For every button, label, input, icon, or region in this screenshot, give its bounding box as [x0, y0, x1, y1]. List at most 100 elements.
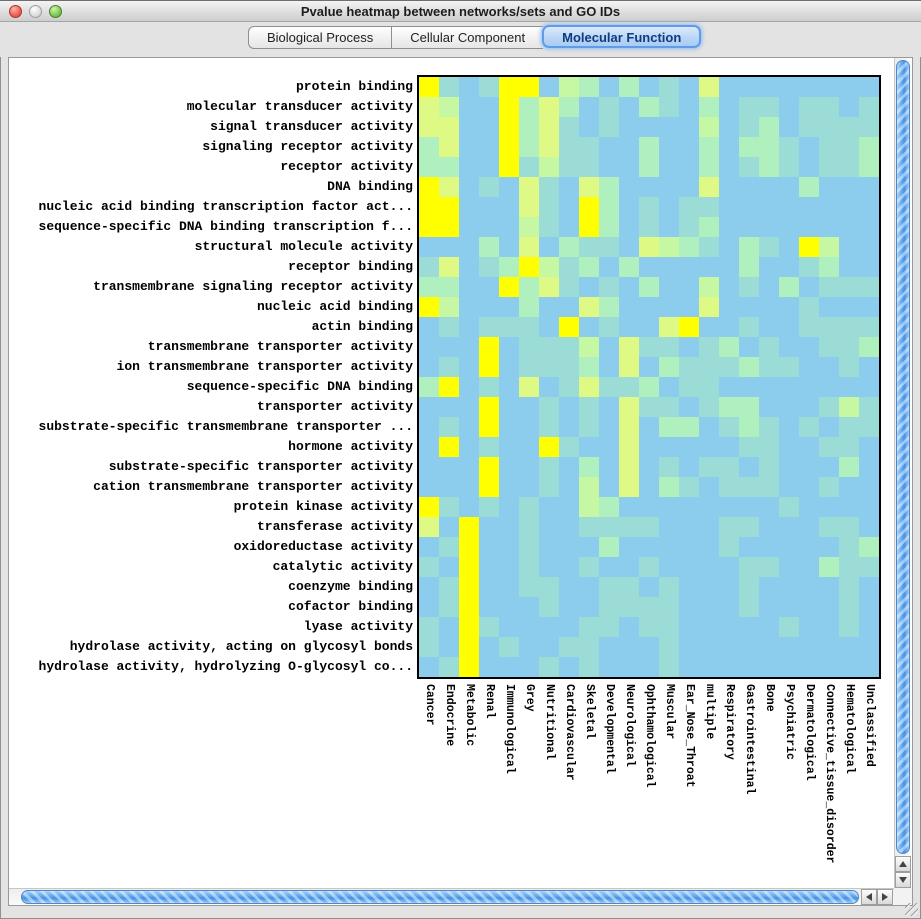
tab-molecular-function[interactable]: Molecular Function [542, 25, 702, 48]
row-label: hydrolase activity, acting on glycosyl b… [69, 639, 413, 654]
heatmap-cell [779, 657, 799, 677]
scroll-down-button[interactable] [895, 872, 911, 888]
heatmap-cell [479, 377, 499, 397]
heatmap-cell [419, 397, 439, 417]
heatmap-cell [679, 577, 699, 597]
vertical-scrollbar[interactable] [894, 58, 911, 905]
heatmap-cell [599, 497, 619, 517]
heatmap-cell [579, 537, 599, 557]
tab-biological-process[interactable]: Biological Process [248, 26, 392, 49]
heatmap-cell [599, 437, 619, 457]
heatmap-cell [659, 417, 679, 437]
heatmap-cell [719, 537, 739, 557]
heatmap-cell [459, 77, 479, 97]
heatmap-cell [519, 397, 539, 417]
zoom-button[interactable] [49, 5, 62, 18]
heatmap-cell [459, 257, 479, 277]
horizontal-scrollbar[interactable] [9, 888, 894, 905]
heatmap-cell [739, 117, 759, 137]
vertical-scrollbar-thumb[interactable] [896, 60, 910, 854]
heatmap-cell [699, 137, 719, 157]
heatmap-cell [659, 177, 679, 197]
heatmap-cell [799, 177, 819, 197]
heatmap-cell [839, 117, 859, 137]
heatmap-cell [839, 477, 859, 497]
heatmap-cell [579, 437, 599, 457]
heatmap-cell [439, 397, 459, 417]
heatmap-cell [699, 617, 719, 637]
heatmap-cell [659, 397, 679, 417]
heatmap-cell [459, 497, 479, 517]
heatmap-cell [619, 217, 639, 237]
heatmap-cell [759, 257, 779, 277]
heatmap-cell [779, 297, 799, 317]
column-label: Skeletal [583, 684, 596, 740]
title-bar[interactable]: Pvalue heatmap between networks/sets and… [0, 0, 921, 22]
heatmap-cell [759, 97, 779, 117]
heatmap-cell [759, 617, 779, 637]
heatmap-cell [599, 397, 619, 417]
heatmap-cell [779, 197, 799, 217]
heatmap-cell [679, 217, 699, 237]
heatmap-cell [679, 617, 699, 637]
heatmap-cell [539, 477, 559, 497]
row-label: protein binding [295, 79, 413, 94]
heatmap-cell [679, 77, 699, 97]
heatmap-cell [839, 537, 859, 557]
close-button[interactable] [9, 5, 22, 18]
heatmap-cell [739, 617, 759, 637]
heatmap-cell [859, 257, 879, 277]
heatmap-cell [739, 637, 759, 657]
heatmap-cell [499, 597, 519, 617]
heatmap-cell [679, 537, 699, 557]
heatmap-cell [639, 577, 659, 597]
heatmap-cell [499, 537, 519, 557]
heatmap-cell [859, 137, 879, 157]
heatmap-cell [439, 537, 459, 557]
resize-grip[interactable] [905, 903, 918, 916]
heatmap-cell [439, 437, 459, 457]
heatmap-cell [759, 457, 779, 477]
heatmap-cell [519, 417, 539, 437]
scroll-down-icon [899, 877, 907, 883]
heatmap-cell [419, 357, 439, 377]
heatmap-cell [779, 337, 799, 357]
heatmap-cell [839, 277, 859, 297]
heatmap-cell [779, 177, 799, 197]
heatmap-cell [479, 457, 499, 477]
heatmap-cell [459, 337, 479, 357]
column-label: Ear_Nose_Throat [683, 684, 696, 788]
heatmap-cell [479, 297, 499, 317]
row-label: receptor activity [280, 159, 413, 174]
heatmap-cell [779, 317, 799, 337]
heatmap-cell [759, 557, 779, 577]
minimize-button[interactable] [29, 5, 42, 18]
tab-cellular-component[interactable]: Cellular Component [391, 26, 544, 49]
heatmap-cell [679, 477, 699, 497]
heatmap-cell [499, 397, 519, 417]
row-label: receptor binding [288, 259, 413, 274]
heatmap-cell [739, 97, 759, 117]
window-controls [9, 5, 62, 18]
heatmap-cell [659, 477, 679, 497]
heatmap-cell [539, 397, 559, 417]
heatmap-cell [599, 657, 619, 677]
heatmap-cell [819, 197, 839, 217]
column-label: Immunological [503, 684, 516, 774]
heatmap-cell [759, 377, 779, 397]
heatmap-cell [759, 577, 779, 597]
heatmap-cell [699, 657, 719, 677]
scroll-left-button[interactable] [861, 889, 877, 905]
heatmap-cell [459, 637, 479, 657]
scroll-up-button[interactable] [895, 856, 911, 872]
scroll-right-button[interactable] [877, 889, 893, 905]
heatmap-cell [539, 377, 559, 397]
heatmap-cell [719, 437, 739, 457]
heatmap-cell [519, 197, 539, 217]
horizontal-scrollbar-thumb[interactable] [21, 890, 859, 904]
heatmap-cell [659, 357, 679, 377]
heatmap-cell [599, 297, 619, 317]
heatmap-cell [799, 437, 819, 457]
heatmap-cell [699, 637, 719, 657]
